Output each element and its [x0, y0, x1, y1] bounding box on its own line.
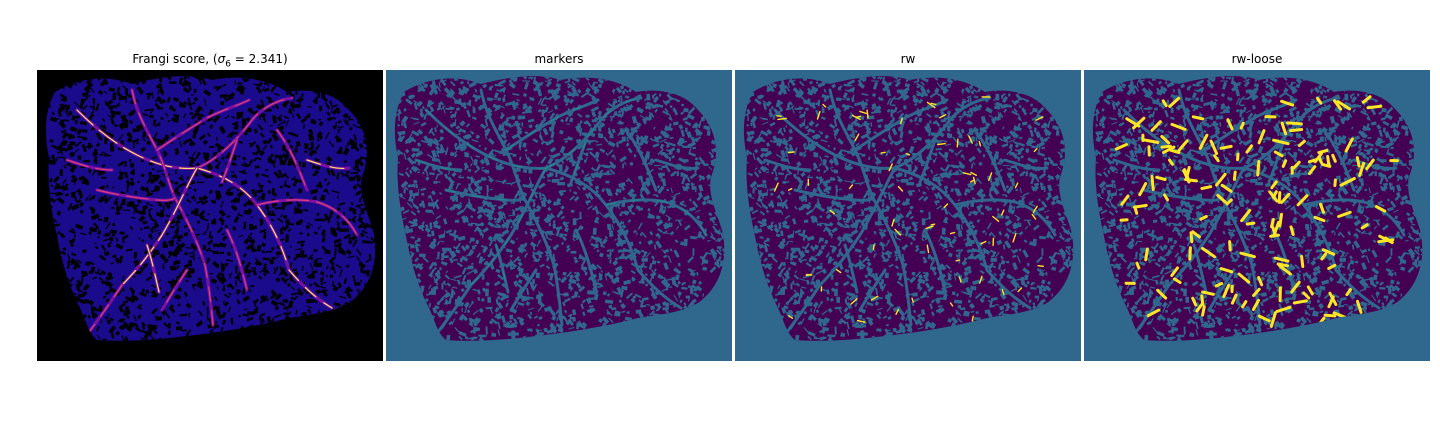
markers-image: [386, 70, 732, 361]
sigma-subscript: 6: [225, 59, 231, 70]
rw-panel-title: rw: [900, 52, 916, 66]
title-suffix: = 2.341): [230, 52, 288, 66]
frangi-panel-title: Frangi score, (σ6 = 2.341): [37, 52, 383, 69]
markers-panel-title: markers: [534, 52, 584, 66]
rw-loose-image: [1084, 70, 1430, 361]
rw-image: [735, 70, 1081, 361]
rw-loose-panel-title: rw-loose: [1231, 52, 1283, 66]
frangi-score-image: [37, 70, 383, 361]
title-prefix: Frangi score, (: [132, 52, 218, 66]
sigma-symbol: σ: [217, 52, 226, 66]
